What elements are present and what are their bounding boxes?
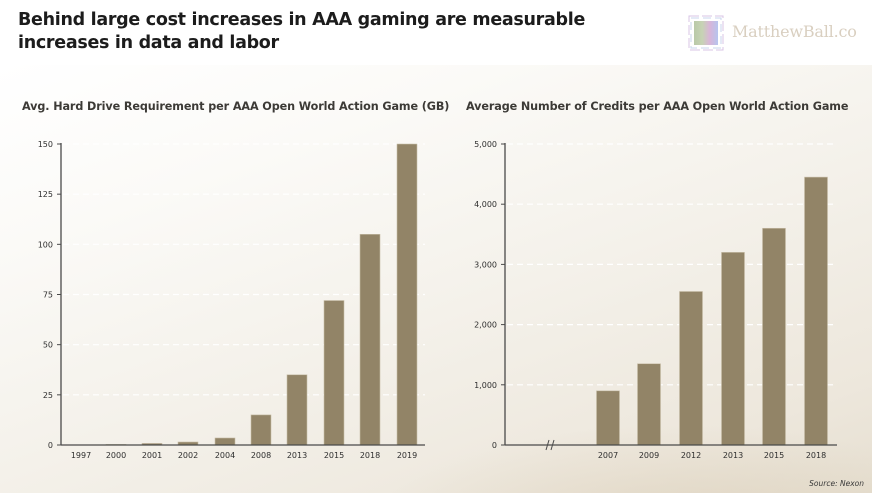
bar-2012 xyxy=(679,291,703,446)
x-tick-label: 2009 xyxy=(639,451,659,460)
x-tick-label: 1997 xyxy=(71,451,91,460)
y-tick-label: 75 xyxy=(43,291,53,300)
bar-2019 xyxy=(396,143,418,446)
x-tick-label: 2008 xyxy=(251,451,271,460)
x-tick-label: 2019 xyxy=(397,451,417,460)
chart-title-credits: Average Number of Credits per AAA Open W… xyxy=(466,100,849,113)
x-tick-label: 2012 xyxy=(681,451,701,460)
x-tick-label: 2013 xyxy=(723,451,743,460)
x-tick-label: 2007 xyxy=(598,451,618,460)
x-tick-label: 2002 xyxy=(178,451,198,460)
logo-text: MatthewBall.co xyxy=(732,22,857,41)
bar-2018 xyxy=(804,176,828,446)
bar-2013 xyxy=(721,252,745,446)
x-tick-label: 2000 xyxy=(106,451,126,460)
bar-2007 xyxy=(596,390,620,446)
bar-2004 xyxy=(214,437,236,446)
bar-2015 xyxy=(323,300,345,446)
y-tick-label: 150 xyxy=(38,140,53,149)
logo: MatthewBall.co xyxy=(686,13,866,53)
axis-break-mark xyxy=(545,439,550,451)
x-tick-label: 2013 xyxy=(287,451,307,460)
chart-credits: 0 1,000 2,000 3,000 4,000 5,000 2007 2009 2012 20… xyxy=(474,140,837,460)
y-tick-label: 1,000 xyxy=(474,381,497,390)
y-tick-label: 0 xyxy=(48,441,53,450)
x-tick-label: 2004 xyxy=(215,451,235,460)
x-tick-label: 2015 xyxy=(764,451,784,460)
source-note: Source: Nexon xyxy=(809,479,864,488)
x-tick-label: 2001 xyxy=(142,451,162,460)
y-tick-label: 3,000 xyxy=(474,260,497,269)
bar-2015 xyxy=(762,227,786,446)
chart-hard-drive: 0 25 50 75 100 125 150 1997 2000 2001 2002 2004 2008… xyxy=(38,140,425,460)
x-tick-label: 2018 xyxy=(806,451,826,460)
x-tick-label: 2018 xyxy=(360,451,380,460)
axis-break-mark xyxy=(550,439,555,451)
logo-mark-icon xyxy=(688,15,724,51)
bar-2008 xyxy=(250,414,272,446)
bar-2018 xyxy=(359,234,381,446)
chart-title-hard-drive: Avg. Hard Drive Requirement per AAA Open… xyxy=(22,100,450,113)
bar-2013 xyxy=(286,374,308,446)
y-tick-label: 0 xyxy=(492,441,497,450)
y-tick-label: 50 xyxy=(43,341,53,350)
bar-2009 xyxy=(637,363,661,446)
y-tick-label: 125 xyxy=(38,190,53,199)
y-tick-label: 25 xyxy=(43,391,53,400)
y-tick-label: 5,000 xyxy=(474,140,497,149)
headline: Behind large cost increases in AAA gamin… xyxy=(18,10,586,53)
y-tick-label: 4,000 xyxy=(474,200,497,209)
y-tick-label: 100 xyxy=(38,240,53,249)
header: Behind large cost increases in AAA gamin… xyxy=(0,0,872,65)
x-tick-label: 2015 xyxy=(324,451,344,460)
y-tick-label: 2,000 xyxy=(474,321,497,330)
